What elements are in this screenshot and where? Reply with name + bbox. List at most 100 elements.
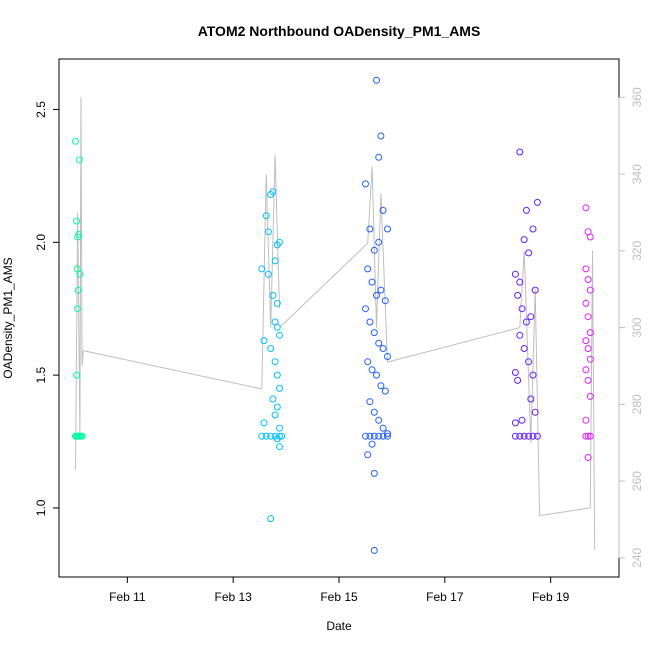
data-point [525, 432, 533, 440]
x-tick-label: Feb 11 [109, 590, 146, 604]
data-point [531, 286, 539, 294]
line-segment [261, 154, 280, 390]
y-axis-right: 240 260 280 300 320 340 360 [618, 87, 644, 568]
data-point [278, 432, 286, 440]
data-point [384, 432, 391, 440]
data-point [74, 286, 82, 294]
data-point [73, 265, 81, 273]
y-tick-label-left: 2.0 [34, 234, 48, 251]
x-tick-label: Feb 19 [532, 590, 570, 604]
data-point [273, 403, 281, 411]
y-tick-label-right: 240 [630, 547, 644, 567]
data-point [584, 313, 592, 321]
data-point [584, 432, 592, 440]
data-point [377, 132, 385, 140]
data-point [370, 408, 378, 416]
data-point [582, 416, 590, 424]
y-tick-label-right: 320 [630, 241, 644, 261]
data-point [584, 276, 592, 283]
data-point [533, 432, 541, 440]
line-segment [279, 242, 369, 328]
data-point [373, 291, 380, 299]
data-point [522, 318, 530, 326]
y-tick-label-right: 280 [630, 394, 644, 414]
data-point [377, 286, 385, 294]
data-point [373, 371, 380, 379]
x-axis-label: Date [326, 619, 352, 633]
line-segment [589, 250, 596, 551]
data-point [271, 358, 279, 366]
data-point [586, 392, 594, 400]
data-point [276, 443, 283, 451]
data-point [375, 339, 383, 347]
y-tick-label-left: 1.0 [34, 499, 48, 516]
x-tick-label: Feb 17 [426, 590, 464, 604]
data-point [582, 265, 590, 273]
data-point [375, 238, 383, 246]
data-point [586, 329, 594, 337]
line-segment [83, 350, 262, 390]
data-point [273, 371, 281, 379]
data-point [586, 286, 594, 294]
data-point [264, 228, 272, 236]
data-point [260, 419, 268, 427]
data-point [527, 313, 535, 321]
data-point [516, 331, 524, 339]
data-point [379, 432, 387, 440]
data-point [520, 236, 528, 244]
data-point [586, 233, 594, 241]
data-point [525, 249, 533, 257]
data-point [267, 432, 275, 440]
data-point [269, 395, 277, 403]
data-point [516, 432, 524, 440]
series-group [72, 137, 86, 440]
data-point [514, 376, 522, 384]
data-point [518, 416, 526, 424]
line-series [75, 97, 596, 551]
data-point [368, 440, 376, 448]
data-point [582, 366, 590, 374]
data-point [72, 137, 79, 145]
y-tick-label-left: 1.5 [34, 366, 48, 383]
data-point [370, 469, 378, 477]
line-segment [539, 507, 591, 517]
y-tick-label-left: 2.5 [34, 101, 48, 118]
data-point [511, 369, 519, 376]
data-point [273, 299, 281, 307]
data-point [362, 305, 369, 313]
data-point [276, 432, 283, 440]
data-point [368, 278, 376, 286]
points-layer [72, 76, 594, 554]
data-point [368, 366, 376, 374]
data-point [582, 204, 590, 212]
series-group [582, 204, 594, 461]
data-point [271, 411, 279, 419]
plot-frame [58, 58, 620, 578]
data-point [267, 345, 275, 352]
data-point [511, 432, 519, 440]
data-point [258, 432, 266, 440]
data-point [582, 432, 590, 440]
data-point [362, 432, 369, 440]
data-point [364, 265, 372, 273]
data-point [531, 408, 539, 416]
data-point [370, 329, 378, 337]
data-point [269, 291, 277, 299]
data-point [73, 217, 81, 225]
data-point [586, 432, 594, 440]
data-point [273, 323, 281, 331]
x-tick-label: Feb 13 [214, 590, 252, 604]
data-point [375, 416, 383, 424]
data-point [586, 355, 594, 363]
y-axis-label: OADensity_PM1_AMS [1, 257, 15, 378]
chart-title: ATOM2 Northbound OADensity_PM1_AMS [198, 23, 481, 39]
data-point [516, 148, 524, 156]
line-segment [367, 166, 388, 363]
data-point [511, 419, 519, 427]
data-point [75, 230, 83, 238]
x-axis: Feb 11 Feb 13 Feb 15 Feb 17 Feb 19 [109, 576, 570, 604]
data-point [267, 515, 275, 523]
line-segment [75, 97, 84, 470]
data-point [276, 331, 283, 339]
